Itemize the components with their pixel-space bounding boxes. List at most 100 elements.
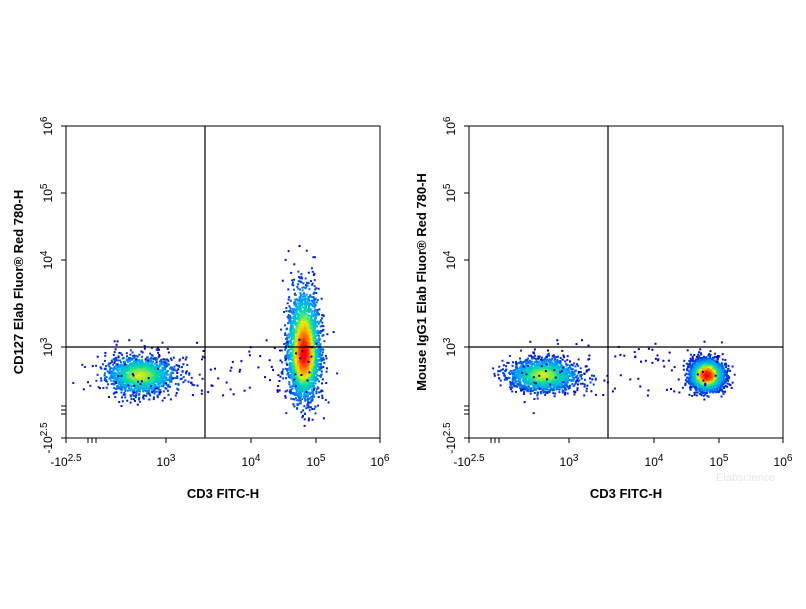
- left-plot-event-point: [310, 310, 312, 312]
- left-plot-event-point: [120, 364, 122, 366]
- left-plot-event-point: [310, 341, 312, 343]
- left-plot-event-point: [152, 379, 154, 381]
- left-plot-event-point: [135, 374, 137, 376]
- left-plot-event-point: [304, 358, 306, 360]
- left-plot-event-point: [313, 293, 315, 295]
- left-plot-event-point: [310, 356, 312, 358]
- left-plot-event-point: [269, 379, 271, 381]
- left-plot-event-point: [285, 334, 287, 336]
- left-plot-event-point: [318, 396, 320, 398]
- left-plot-event-point: [304, 298, 306, 300]
- left-plot-event-point: [295, 358, 297, 360]
- left-plot-event-point: [116, 344, 118, 346]
- left-plot-event-point: [287, 351, 289, 353]
- left-plot-event-point: [171, 369, 173, 371]
- left-plot-event-point: [116, 388, 118, 390]
- left-plot-event-point: [249, 387, 251, 389]
- left-plot-event-point: [295, 361, 297, 363]
- left-plot-event-point: [297, 404, 299, 406]
- left-plot-event-point: [162, 400, 164, 402]
- left-plot-event-point: [313, 376, 315, 378]
- left-plot-event-point: [295, 294, 297, 296]
- left-plot-event-point: [313, 408, 315, 410]
- left-plot-event-point: [87, 381, 89, 383]
- left-plot-event-point: [127, 390, 129, 392]
- left-plot-event-point: [315, 292, 317, 294]
- left-plot-event-point: [290, 392, 292, 394]
- left-plot-event-point: [282, 368, 284, 370]
- left-plot-event-point: [84, 366, 86, 368]
- left-plot-event-point: [307, 329, 309, 331]
- left-plot-event-point: [134, 400, 136, 402]
- left-plot-event-point: [131, 364, 133, 366]
- left-plot-event-point: [232, 361, 234, 363]
- left-plot-event-point: [321, 317, 323, 319]
- left-plot-event-point: [300, 293, 302, 295]
- left-plot-event-point: [138, 394, 140, 396]
- left-plot-event-point: [117, 364, 119, 366]
- left-plot-event-point: [163, 377, 165, 379]
- left-plot-event-point: [287, 322, 289, 324]
- left-plot-event-point: [136, 370, 138, 372]
- left-plot-event-point: [287, 368, 289, 370]
- left-plot-event-point: [309, 409, 311, 411]
- left-plot-event-point: [114, 362, 116, 364]
- left-plot-event-point: [301, 350, 303, 352]
- left-plot-event-point: [288, 374, 290, 376]
- left-plot-event-point: [277, 374, 279, 376]
- left-plot-event-point: [309, 377, 311, 379]
- left-plot-event-point: [151, 358, 153, 360]
- left-plot-event-point: [289, 316, 291, 318]
- left-plot-event-point: [309, 300, 311, 302]
- left-plot-y-tick-label: 104: [39, 250, 55, 269]
- left-plot-event-point: [312, 271, 314, 273]
- left-plot-event-point: [104, 360, 106, 362]
- left-plot-event-point: [144, 374, 146, 376]
- left-plot-event-point: [301, 304, 303, 306]
- left-plot-event-point: [285, 391, 287, 393]
- left-plot-event-point: [325, 382, 327, 384]
- left-plot-event-point: [156, 391, 158, 393]
- left-plot-event-point: [113, 354, 115, 356]
- left-plot-event-point: [139, 374, 141, 376]
- left-plot-event-point: [166, 359, 168, 361]
- left-plot-event-point: [321, 298, 323, 300]
- left-plot-event-point: [128, 368, 130, 370]
- left-plot-event-point: [293, 392, 295, 394]
- left-plot-event-point: [297, 364, 299, 366]
- left-plot-event-point: [118, 356, 120, 358]
- left-plot-event-point: [292, 380, 294, 382]
- left-plot-event-point: [319, 339, 321, 341]
- left-plot-event-point: [147, 367, 149, 369]
- left-plot-event-point: [282, 280, 284, 282]
- left-plot-event-point: [308, 340, 310, 342]
- left-plot-event-point: [289, 366, 291, 368]
- left-plot-event-point: [129, 364, 131, 366]
- left-plot-event-point: [112, 368, 114, 370]
- left-plot-event-point: [304, 413, 306, 415]
- left-plot-event-point: [188, 381, 190, 383]
- left-plot-event-point: [159, 389, 161, 391]
- left-plot-event-point: [313, 301, 315, 303]
- left-plot-event-point: [311, 304, 313, 306]
- left-plot-event-point: [307, 380, 309, 382]
- left-plot-event-point: [304, 339, 306, 341]
- left-plot-event-point: [299, 319, 301, 321]
- left-plot-event-point: [121, 389, 123, 391]
- left-plot-event-point: [313, 378, 315, 380]
- left-plot-event-point: [301, 277, 303, 279]
- left-plot-ylabel: CD127 Elab Fluor® Red 780-H: [11, 190, 26, 374]
- left-plot-event-point: [201, 393, 203, 395]
- left-plot-event-point: [151, 354, 153, 356]
- left-plot-event-point: [318, 332, 320, 334]
- left-plot-event-point: [308, 343, 310, 345]
- left-plot-event-point: [99, 387, 101, 389]
- left-plot-event-point: [291, 356, 293, 358]
- left-plot-event-point: [322, 334, 324, 336]
- left-plot-event-point: [288, 337, 290, 339]
- left-plot-event-point: [129, 357, 131, 359]
- left-plot-event-point: [137, 404, 139, 406]
- left-plot-event-point: [150, 385, 152, 387]
- left-plot-event-point: [299, 394, 301, 396]
